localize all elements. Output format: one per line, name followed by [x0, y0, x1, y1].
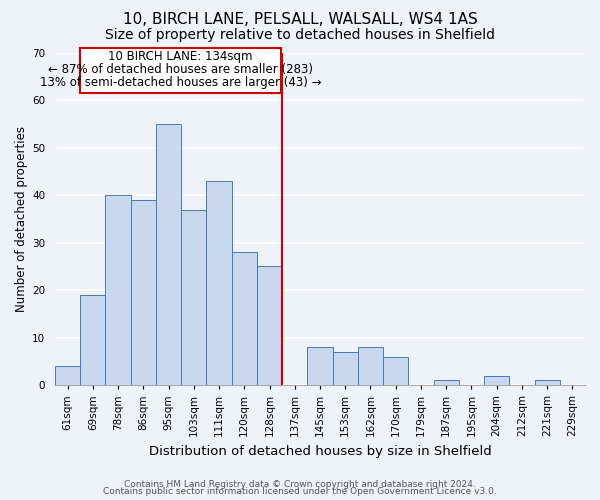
Bar	[307, 347, 332, 385]
Text: 10 BIRCH LANE: 134sqm: 10 BIRCH LANE: 134sqm	[109, 50, 253, 63]
Bar	[358, 347, 383, 385]
Text: ← 87% of detached houses are smaller (283): ← 87% of detached houses are smaller (28…	[48, 63, 313, 76]
X-axis label: Distribution of detached houses by size in Shelfield: Distribution of detached houses by size …	[149, 444, 491, 458]
Text: 10, BIRCH LANE, PELSALL, WALSALL, WS4 1AS: 10, BIRCH LANE, PELSALL, WALSALL, WS4 1A…	[122, 12, 478, 28]
Bar	[106, 196, 131, 385]
Bar	[383, 356, 409, 385]
Text: Contains HM Land Registry data © Crown copyright and database right 2024.: Contains HM Land Registry data © Crown c…	[124, 480, 476, 489]
Text: Size of property relative to detached houses in Shelfield: Size of property relative to detached ho…	[105, 28, 495, 42]
Bar	[257, 266, 282, 385]
Bar	[131, 200, 156, 385]
Bar	[535, 380, 560, 385]
Y-axis label: Number of detached properties: Number of detached properties	[15, 126, 28, 312]
Bar	[156, 124, 181, 385]
Bar	[206, 181, 232, 385]
Bar	[484, 376, 509, 385]
Bar	[332, 352, 358, 385]
Bar	[434, 380, 459, 385]
Bar	[80, 295, 106, 385]
FancyBboxPatch shape	[80, 48, 281, 94]
Bar	[55, 366, 80, 385]
Bar	[232, 252, 257, 385]
Text: Contains public sector information licensed under the Open Government Licence v3: Contains public sector information licen…	[103, 488, 497, 496]
Text: 13% of semi-detached houses are larger (43) →: 13% of semi-detached houses are larger (…	[40, 76, 322, 90]
Bar	[181, 210, 206, 385]
